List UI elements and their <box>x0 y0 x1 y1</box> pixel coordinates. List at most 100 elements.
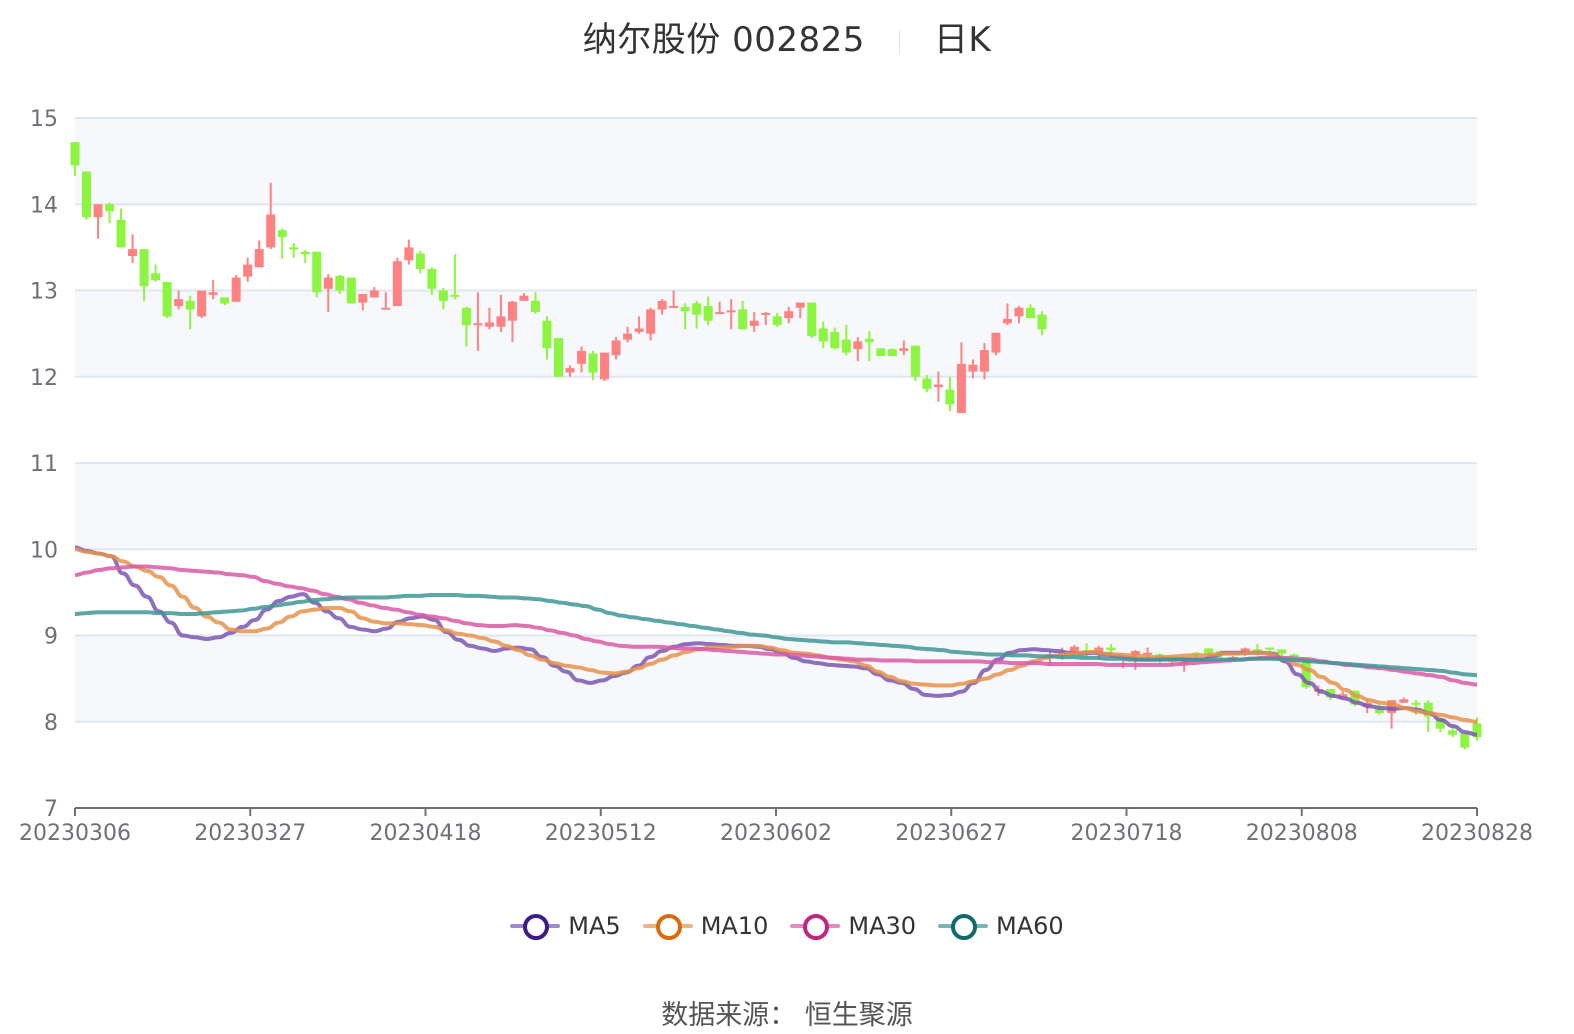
candle[interactable] <box>692 300 702 329</box>
candle[interactable] <box>1002 303 1012 325</box>
candle[interactable] <box>369 287 379 298</box>
candle[interactable] <box>105 202 115 224</box>
candle[interactable] <box>1014 306 1024 324</box>
candle[interactable] <box>254 240 264 268</box>
candle[interactable] <box>623 326 633 343</box>
candle[interactable] <box>335 274 345 294</box>
candle[interactable] <box>600 352 610 382</box>
legend-item-ma60[interactable]: MA60 <box>938 912 1064 940</box>
candle[interactable] <box>312 251 322 298</box>
candle[interactable] <box>128 234 138 263</box>
candle[interactable] <box>507 300 517 343</box>
candle[interactable] <box>1460 732 1470 750</box>
candle[interactable] <box>484 307 494 330</box>
candle[interactable] <box>1399 697 1409 703</box>
candle[interactable] <box>1037 311 1047 336</box>
candle[interactable] <box>162 281 172 319</box>
candle[interactable] <box>577 346 587 373</box>
candle[interactable] <box>979 343 989 380</box>
candle[interactable] <box>116 208 126 248</box>
candle[interactable] <box>93 204 103 239</box>
candle[interactable] <box>784 306 794 324</box>
candle[interactable] <box>231 274 241 302</box>
candle[interactable] <box>680 303 690 330</box>
candle[interactable] <box>841 325 851 356</box>
candle[interactable] <box>220 297 230 306</box>
candle[interactable] <box>473 292 483 351</box>
candle[interactable] <box>669 290 679 309</box>
candle[interactable] <box>151 264 161 282</box>
candle[interactable] <box>634 316 644 334</box>
candle[interactable] <box>715 301 725 315</box>
candle[interactable] <box>795 302 805 319</box>
legend-label: MA30 <box>848 912 917 940</box>
candle[interactable] <box>197 290 207 319</box>
candle[interactable] <box>381 292 391 310</box>
candle[interactable] <box>968 359 978 379</box>
candle[interactable] <box>830 327 840 350</box>
candle[interactable] <box>346 277 356 304</box>
legend-item-ma10[interactable]: MA10 <box>642 912 768 940</box>
candle[interactable] <box>772 312 782 327</box>
candle[interactable] <box>945 376 955 412</box>
candle-body <box>438 290 448 301</box>
candle-body <box>1025 307 1035 319</box>
candle[interactable] <box>82 171 92 220</box>
candle[interactable] <box>864 331 874 362</box>
candle[interactable] <box>289 243 299 258</box>
candle[interactable] <box>554 337 563 377</box>
candle[interactable] <box>208 280 218 300</box>
candle[interactable] <box>438 287 448 310</box>
candle[interactable] <box>853 337 863 362</box>
legend-item-ma5[interactable]: MA5 <box>510 912 621 940</box>
candle[interactable] <box>933 371 943 402</box>
candle[interactable] <box>415 250 425 274</box>
candlestick-chart[interactable]: 7 8 9 10 11 12 13 14 15 20230306 20230327 20230418… <box>0 0 1574 900</box>
candle[interactable] <box>738 300 748 330</box>
legend-item-ma30[interactable]: MA30 <box>790 912 916 940</box>
candle[interactable] <box>876 348 886 357</box>
candle[interactable] <box>461 306 471 347</box>
candle[interactable] <box>300 249 310 263</box>
candle[interactable] <box>611 337 621 360</box>
candle[interactable] <box>185 295 195 330</box>
candle[interactable] <box>991 332 1001 356</box>
candle[interactable] <box>1423 700 1433 733</box>
candle[interactable] <box>542 316 552 360</box>
candle[interactable] <box>496 294 506 332</box>
candle[interactable] <box>726 299 736 330</box>
candle[interactable] <box>887 348 897 357</box>
candle[interactable] <box>956 342 966 413</box>
candle[interactable] <box>749 312 759 332</box>
candle[interactable] <box>450 254 460 300</box>
candles[interactable] <box>70 142 1482 750</box>
candle[interactable] <box>174 290 184 310</box>
candle[interactable] <box>404 239 414 265</box>
candle[interactable] <box>358 293 368 311</box>
candle[interactable] <box>1448 726 1458 738</box>
candle[interactable] <box>588 350 598 381</box>
candle[interactable] <box>1025 304 1035 319</box>
candle[interactable] <box>139 249 149 301</box>
candle[interactable] <box>657 299 667 315</box>
candle[interactable] <box>323 274 333 313</box>
candle[interactable] <box>818 321 828 349</box>
candle[interactable] <box>703 296 713 325</box>
candle[interactable] <box>761 312 771 325</box>
candle[interactable] <box>427 267 437 295</box>
candle[interactable] <box>565 365 575 377</box>
candle[interactable] <box>530 292 540 314</box>
candle[interactable] <box>646 307 656 341</box>
candle[interactable] <box>266 182 276 250</box>
candle[interactable] <box>899 340 909 356</box>
candle-body <box>151 273 161 281</box>
candle[interactable] <box>922 375 932 393</box>
candle[interactable] <box>392 257 402 307</box>
candle[interactable] <box>243 257 253 282</box>
candle[interactable] <box>910 345 920 382</box>
candle[interactable] <box>1277 649 1287 658</box>
candle[interactable] <box>70 142 80 176</box>
candle[interactable] <box>277 228 287 259</box>
candle[interactable] <box>519 293 529 301</box>
candle[interactable] <box>807 302 817 338</box>
